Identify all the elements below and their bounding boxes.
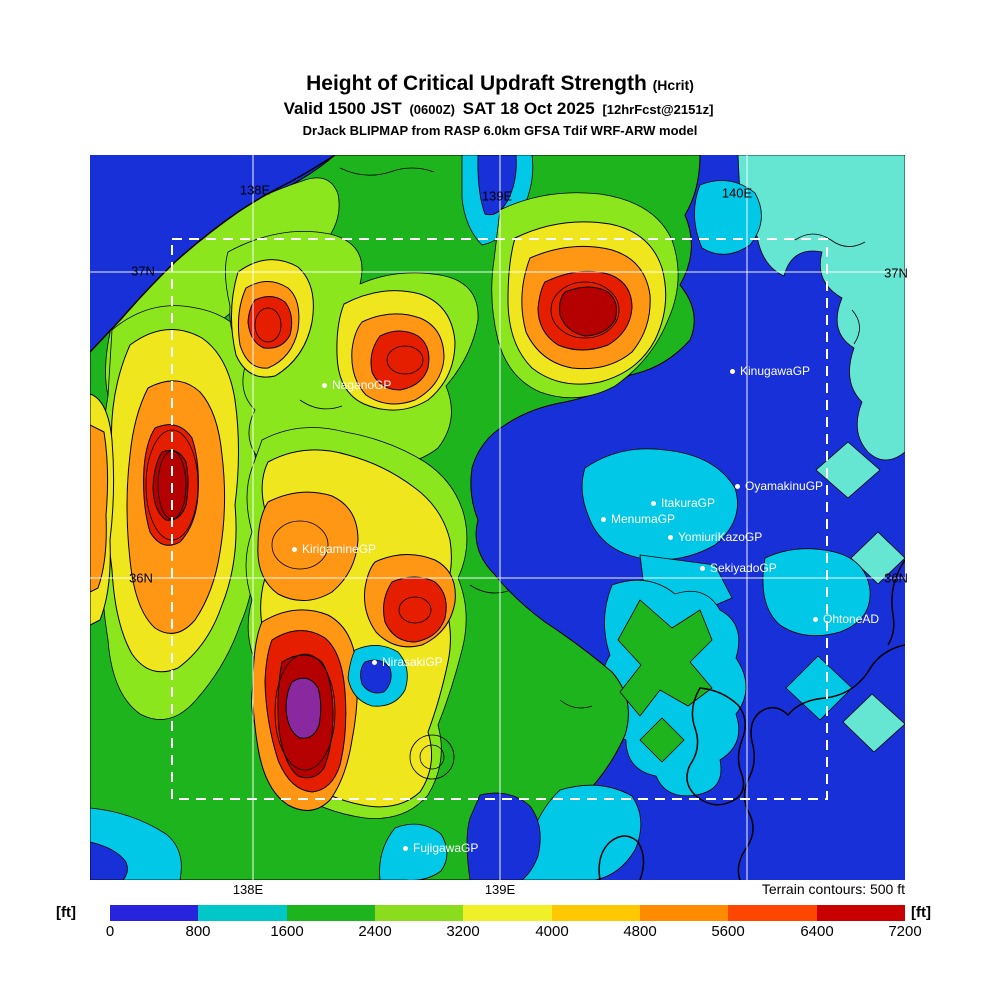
- station-nirasaki-gp: NirasakiGP: [372, 655, 443, 669]
- colorbar-tick: 1600: [270, 923, 304, 940]
- station-itakura-gp: ItakuraGP: [651, 496, 715, 510]
- title-paren: (Hcrit): [652, 77, 694, 93]
- valid-prefix: Valid 1500 JST: [283, 99, 402, 118]
- colorbar-tick: 5600: [711, 923, 745, 940]
- sea-of-japan: [90, 155, 335, 352]
- grid-label-37n-right: 37N: [884, 265, 908, 281]
- colorbar-segment: [816, 905, 905, 921]
- station-dot-icon: [813, 616, 818, 622]
- station-label: KinugawaGP: [740, 364, 811, 378]
- valid-zulu: (0600Z): [409, 102, 455, 117]
- station-dot-icon: [403, 845, 408, 851]
- extra-contours: [145, 167, 866, 780]
- colorbar-segment: [198, 905, 287, 921]
- colorbar-tick: 7200: [888, 923, 922, 940]
- model-domain-dashed-box: [171, 238, 828, 800]
- station-label: NaganoGP: [332, 378, 392, 392]
- station-label: MenumaGP: [611, 512, 676, 526]
- colorbar-segment: [374, 905, 464, 921]
- grid-label-140e-top: 140E: [721, 185, 753, 201]
- grid-label-138e-bottom: 138E: [232, 882, 264, 897]
- station-dot-icon: [730, 368, 735, 374]
- station-nagano-gp: NaganoGP: [322, 378, 391, 392]
- contour-map-svg: [90, 155, 905, 880]
- station-label: SekiyadoGP: [710, 561, 777, 575]
- colorbar-tick: 0: [105, 923, 115, 940]
- colorbar-tick: 2400: [358, 923, 392, 940]
- station-label: NirasakiGP: [382, 655, 443, 669]
- valid-date: SAT 18 Oct 2025: [462, 99, 595, 118]
- station-dot-icon: [700, 565, 705, 571]
- station-dot-icon: [292, 546, 297, 552]
- colorbar-tick: 6400: [800, 923, 834, 940]
- station-label: OyamakinuGP: [745, 479, 824, 493]
- colorbar-unit-right: [ft]: [911, 904, 931, 921]
- station-label: ItakuraGP: [661, 496, 716, 510]
- page-title: Height of Critical Updraft Strength (Hcr…: [0, 72, 1000, 96]
- colorbar-unit-left: [ft]: [56, 904, 76, 921]
- colorbar-segment: [551, 905, 640, 921]
- header-block: Height of Critical Updraft Strength (Hcr…: [0, 72, 1000, 138]
- colorbar-segment: [286, 905, 375, 921]
- colorbar-segment: [728, 905, 817, 921]
- station-ohtone-ad: OhtoneAD: [813, 612, 879, 626]
- grid-label-36n-right: 36N: [884, 570, 908, 586]
- station-dot-icon: [601, 516, 606, 522]
- coastlines: [90, 155, 905, 880]
- station-dot-icon: [372, 659, 377, 665]
- coastline-tokyo-bay: [686, 687, 746, 806]
- colorbar-tick: 800: [185, 923, 211, 940]
- field-fill: [90, 155, 905, 880]
- station-kirigamine-gp: KirigamineGP: [292, 542, 376, 556]
- terrain-contours-note: Terrain contours: 500 ft: [761, 881, 905, 897]
- lat-lon-gridlines: [90, 155, 905, 880]
- station-dot-icon: [668, 534, 673, 540]
- station-dot-icon: [322, 382, 327, 388]
- coastline-sagami: [598, 835, 645, 880]
- station-oyamakinu-gp: OyamakinuGP: [735, 479, 823, 493]
- station-dot-icon: [735, 483, 740, 489]
- colorbar-segment: [463, 905, 552, 921]
- station-label: OhtoneAD: [823, 612, 880, 626]
- colorbar-segment: [110, 905, 199, 921]
- coastline-northwest: [90, 155, 336, 353]
- station-label: FujigawaGP: [413, 841, 479, 855]
- grid-label-138e-top: 138E: [239, 182, 271, 198]
- grid-label-139e-bottom: 139E: [484, 882, 516, 897]
- map-canvas: 138E 139E 140E 37N 36N 37N 36N NaganoGP …: [90, 155, 908, 880]
- coastline-kashima: [887, 559, 905, 646]
- colorbar-tick: 4800: [623, 923, 657, 940]
- colorbar: [110, 905, 905, 921]
- model-line: DrJack BLIPMAP from RASP 6.0km GFSA Tdif…: [302, 123, 698, 138]
- station-label: YomiuriKazoGP: [678, 530, 763, 544]
- valid-fcst: [12hrFcst@2151z]: [602, 102, 714, 117]
- station-dot-icon: [651, 500, 656, 506]
- valid-line: Valid 1500 JST (0600Z) SAT 18 Oct 2025 […: [0, 99, 1000, 119]
- title-main: Height of Critical Updraft Strength: [306, 72, 647, 95]
- station-fujigawa-gp: FujigawaGP: [403, 841, 478, 855]
- grid-label-36n-left: 36N: [129, 570, 153, 586]
- station-label: KirigamineGP: [302, 542, 377, 556]
- grid-label-139e-top: 139E: [481, 188, 513, 204]
- colorbar-tick: 4000: [535, 923, 569, 940]
- grid-label-37n-left: 37N: [131, 263, 155, 279]
- station-kinugawa-gp: KinugawaGP: [730, 364, 810, 378]
- station-sekiyado-gp: SekiyadoGP: [700, 561, 777, 575]
- station-menuma-gp: MenumaGP: [601, 512, 675, 526]
- station-yomiurikazo-gp: YomiuriKazoGP: [668, 530, 762, 544]
- colorbar-tick: 3200: [446, 923, 480, 940]
- coastline-boso: [737, 644, 905, 880]
- colorbar-segment: [639, 905, 729, 921]
